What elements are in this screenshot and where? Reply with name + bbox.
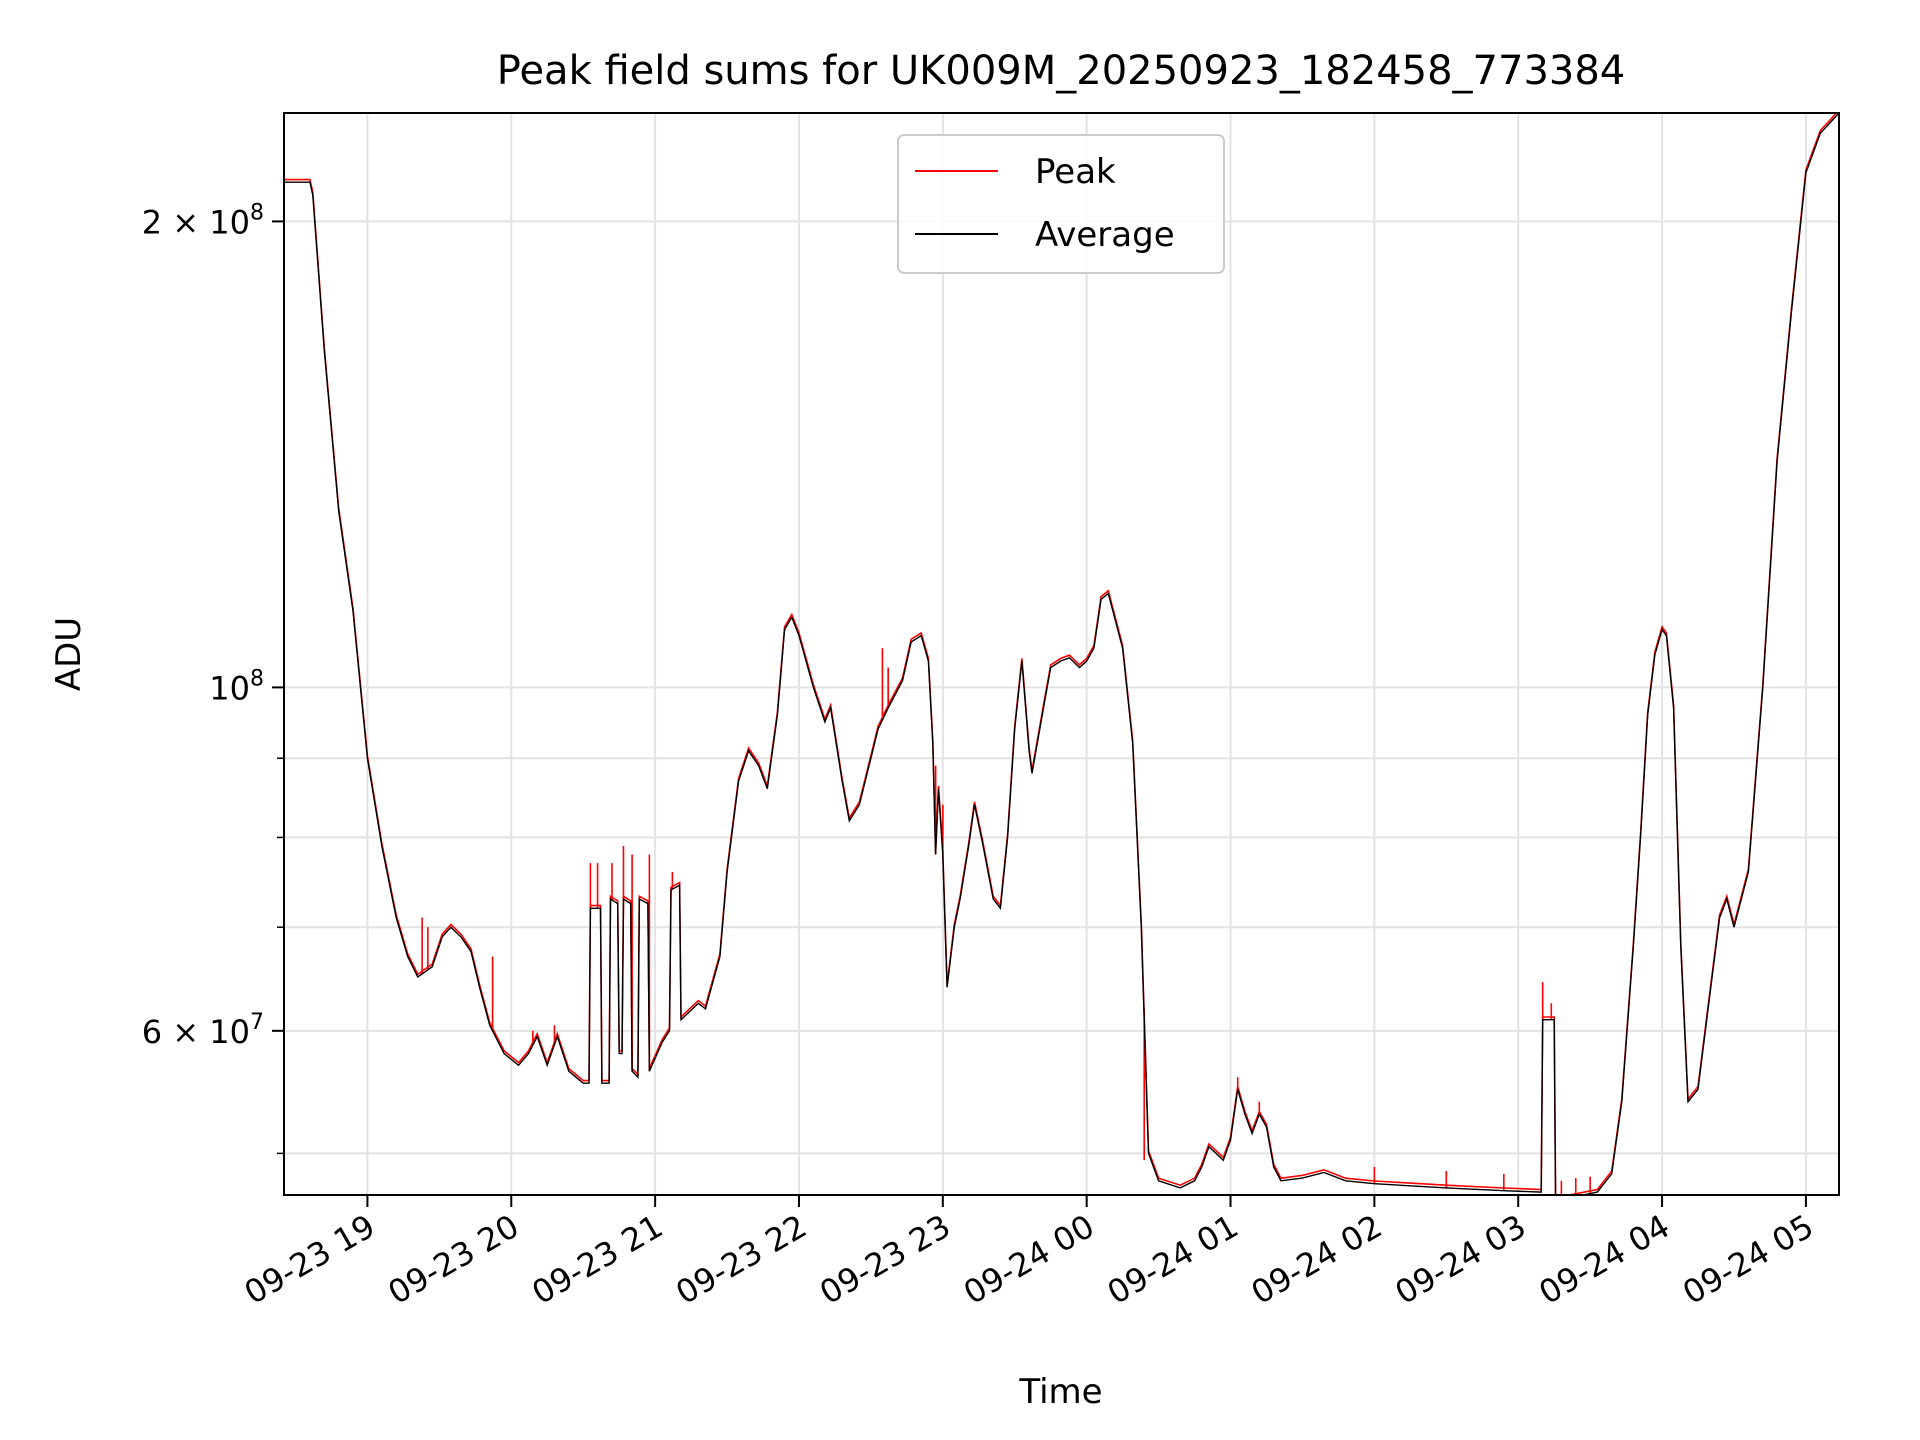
y-tick-mantissa: 2 × 10 <box>142 203 250 241</box>
y-tick-mantissa: 6 × 10 <box>142 1013 250 1051</box>
chart-title: Peak field sums for UK009M_20250923_1824… <box>497 48 1626 94</box>
y-tick-exponent: 8 <box>250 200 264 225</box>
series-line-average <box>284 113 1839 1195</box>
legend-frame <box>897 134 1225 274</box>
legend: Peak Average <box>897 134 1225 274</box>
y-tick-exponent: 7 <box>250 1010 264 1035</box>
series-layer <box>284 113 1839 1195</box>
x-axis-label: Time <box>1018 1372 1102 1412</box>
y-tick-label: 108 <box>209 666 264 707</box>
plot-area-frame <box>283 112 1840 1196</box>
y-tick-base: 10 <box>209 669 250 707</box>
legend-label-peak: Peak <box>1035 152 1116 192</box>
y-tick-label: 6 × 107 <box>142 1010 264 1051</box>
y-axis-label: ADU <box>49 617 89 691</box>
y-tick-label: 2 × 108 <box>142 200 264 241</box>
y-tick-exponent: 8 <box>250 666 264 691</box>
grid-lines <box>284 113 1839 1195</box>
legend-label-average: Average <box>1035 215 1175 255</box>
